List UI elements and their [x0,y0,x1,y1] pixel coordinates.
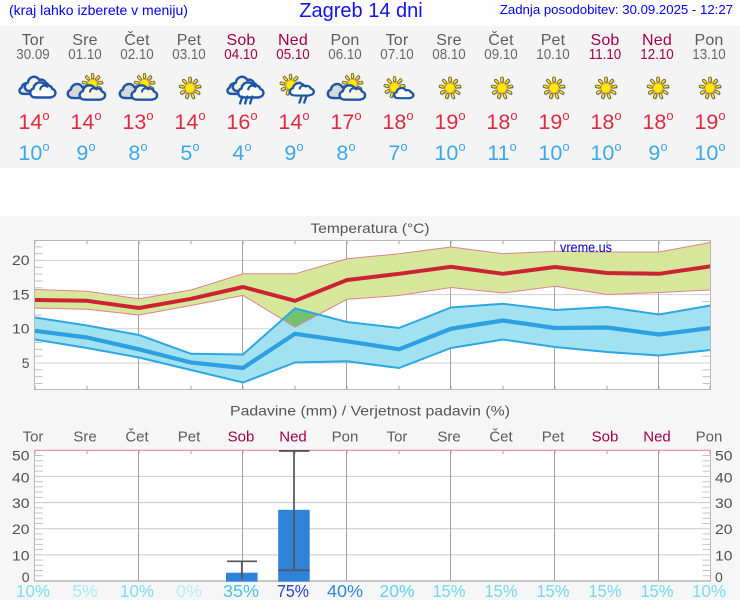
svg-text:5%: 5% [73,581,98,600]
svg-text:0%: 0% [176,581,202,600]
svg-text:15%: 15% [641,581,674,600]
svg-text:Ned: Ned [279,429,307,446]
svg-text:50: 50 [715,447,733,463]
svg-text:40: 40 [715,469,733,485]
svg-text:30: 30 [715,495,733,511]
svg-text:20: 20 [12,521,30,537]
svg-text:50: 50 [12,447,30,463]
svg-text:10%: 10% [16,581,50,600]
svg-text:0: 0 [715,569,723,585]
svg-text:Sob: Sob [592,429,619,446]
svg-text:40: 40 [12,469,30,485]
svg-text:15: 15 [12,286,30,302]
svg-text:Sre: Sre [73,429,96,446]
svg-text:15%: 15% [589,581,622,600]
svg-text:Temperatura (°C): Temperatura (°C) [311,220,430,236]
svg-text:15%: 15% [485,581,518,600]
svg-text:75%: 75% [277,581,309,600]
svg-text:35%: 35% [223,581,259,600]
svg-text:10: 10 [12,548,30,564]
svg-text:Sob: Sob [228,429,255,446]
svg-text:10: 10 [715,548,733,564]
svg-text:15%: 15% [433,581,466,600]
svg-text:0: 0 [22,569,30,585]
svg-text:Tor: Tor [387,429,408,446]
svg-text:Tor: Tor [23,429,44,446]
svg-text:vreme.us: vreme.us [560,239,612,255]
svg-text:Pet: Pet [178,429,201,446]
svg-text:Čet: Čet [125,429,149,446]
svg-text:Pet: Pet [542,429,565,446]
svg-text:Čet: Čet [489,429,513,446]
svg-text:30: 30 [12,495,30,511]
svg-text:Ned: Ned [643,429,671,446]
svg-text:20: 20 [12,252,30,268]
svg-text:10: 10 [12,321,30,337]
svg-text:20: 20 [715,521,733,537]
svg-text:20%: 20% [380,581,415,600]
svg-text:10%: 10% [692,581,726,600]
svg-text:15%: 15% [537,581,570,600]
svg-text:Pon: Pon [696,429,723,446]
svg-text:Padavine (mm) / Verjetnost pad: Padavine (mm) / Verjetnost padavin (%) [230,403,510,419]
svg-text:10%: 10% [120,581,154,600]
svg-text:40%: 40% [327,581,363,600]
svg-text:Sre: Sre [437,429,460,446]
svg-text:Pon: Pon [332,429,359,446]
svg-text:5: 5 [22,355,30,371]
